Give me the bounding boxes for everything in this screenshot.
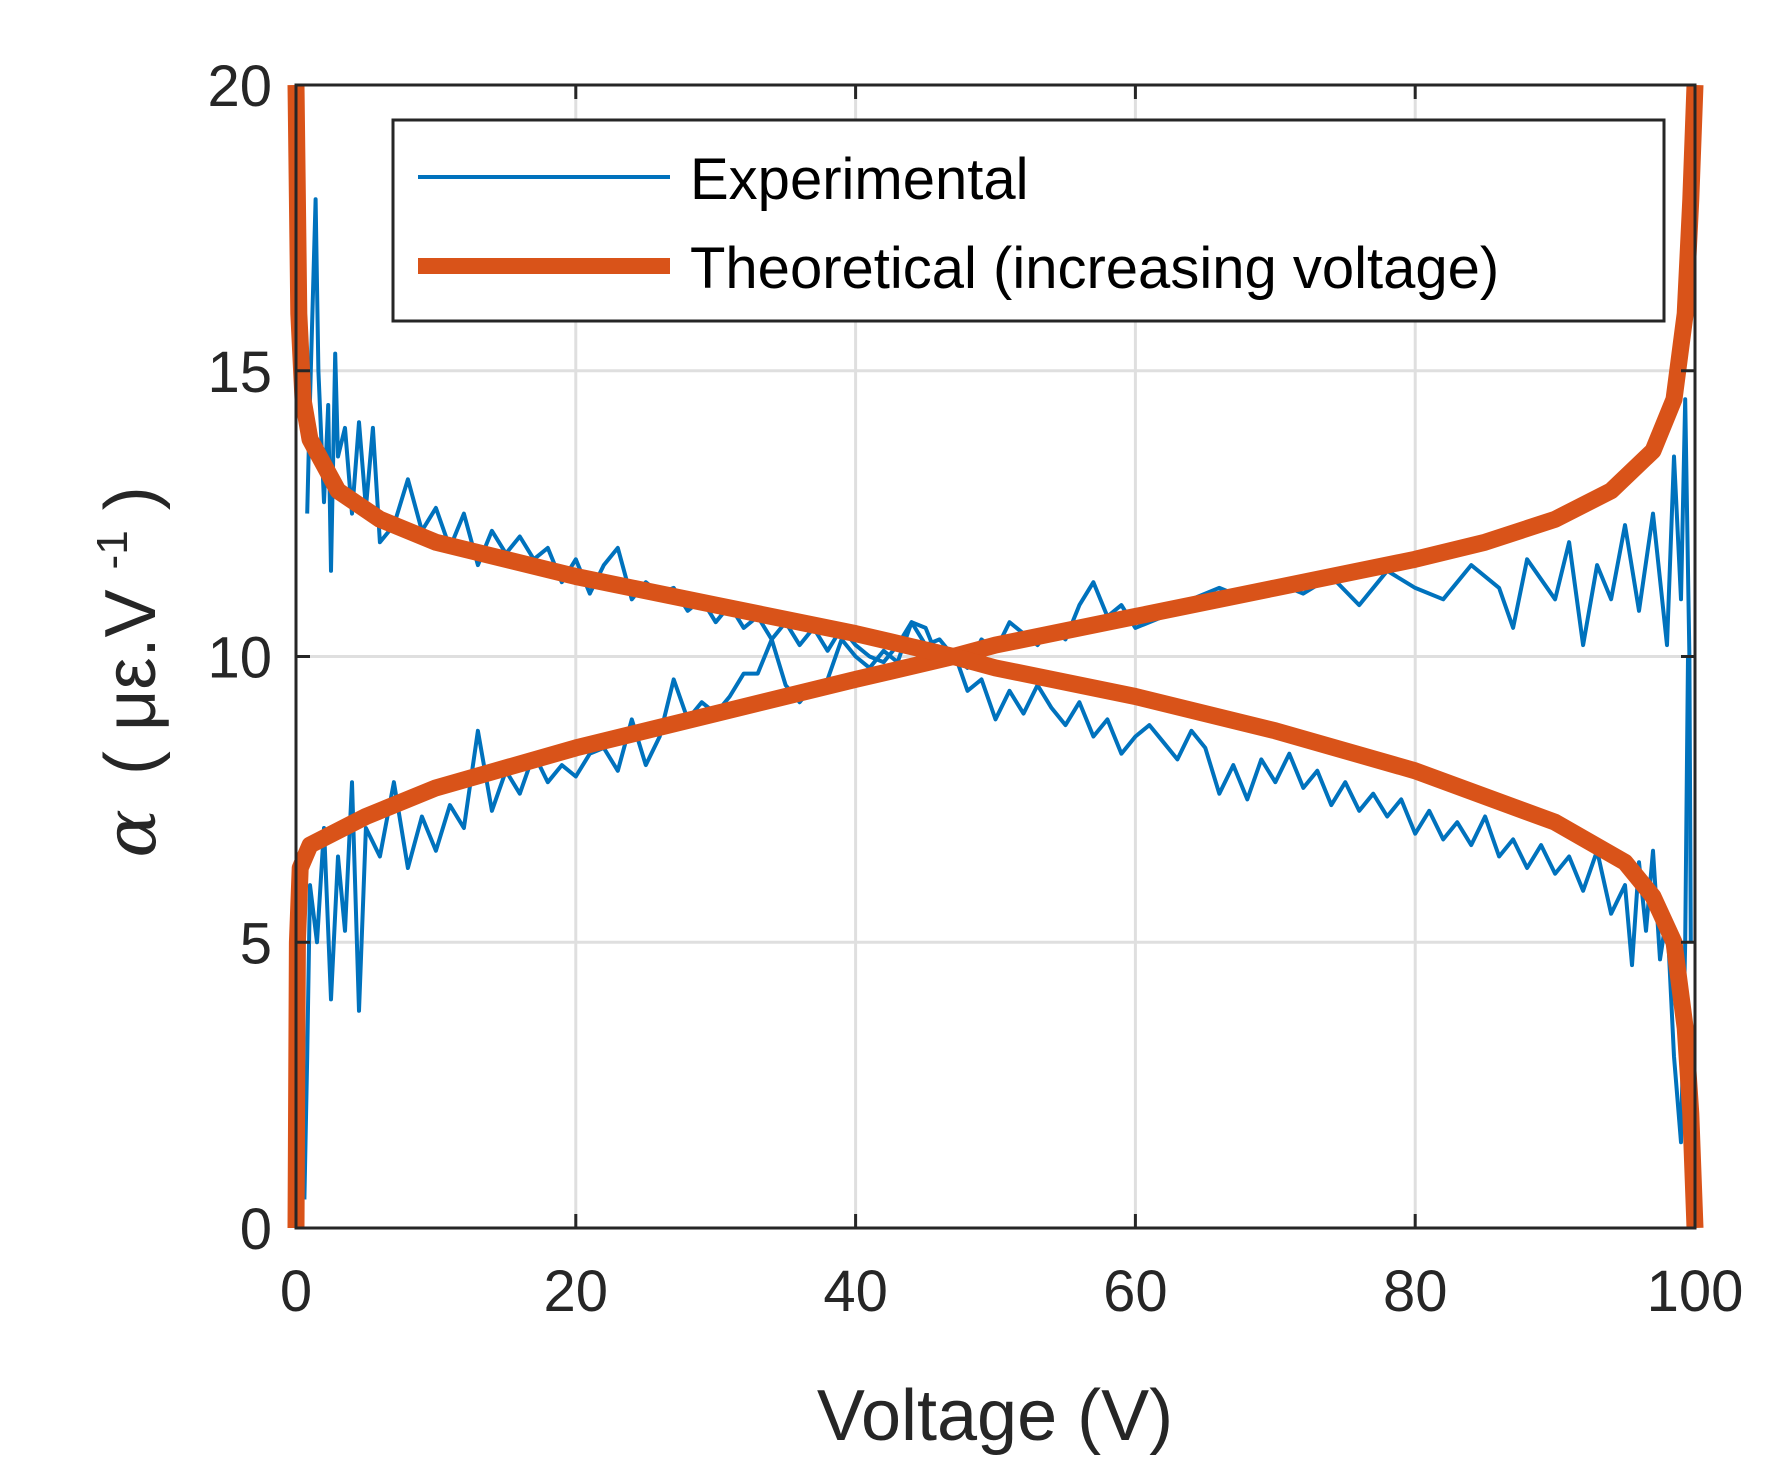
legend: Experimental Theoretical (increasing vol…: [391, 118, 1666, 323]
x-tick-label: 60: [1103, 1259, 1168, 1324]
y-tick-label: 0: [240, 1197, 272, 1262]
theoretical-line: [287, 84, 1704, 1229]
plot-lines: [287, 84, 1704, 1229]
legend-box: [391, 118, 1666, 323]
y-tick-label: 20: [207, 54, 272, 119]
x-tick-label: 40: [823, 1259, 888, 1324]
x-tick-label: 20: [544, 1259, 609, 1324]
x-tick-label: 80: [1383, 1259, 1448, 1324]
y-axis-label: α ( με.V -1 ): [63, 486, 172, 857]
y-axis-label-symbol: α: [88, 809, 172, 858]
x-tick-label: 100: [1647, 1259, 1744, 1324]
y-axis-label-close: ): [91, 486, 171, 510]
plot-frame: [294, 83, 1697, 1230]
experimental-line: [302, 397, 1693, 1200]
y-tick-label: 10: [207, 626, 272, 691]
theoretical-line: [287, 84, 1704, 1229]
y-axis-label-unit: με.V: [91, 589, 171, 731]
x-axis-label: Voltage (V): [817, 1376, 1173, 1456]
y-axis-label-exponent: -1: [88, 530, 137, 569]
tick-labels: 0 20 40 60 80 100 0 5 10 15 20: [207, 54, 1743, 1324]
legend-label-experimental: Experimental: [690, 147, 1028, 212]
y-tick-label: 15: [207, 340, 272, 405]
y-axis-label-open: (: [91, 751, 171, 775]
axes: [294, 83, 1697, 1230]
x-tick-label: 0: [280, 1259, 312, 1324]
legend-label-theoretical: Theoretical (increasing voltage): [690, 236, 1499, 301]
y-tick-label: 5: [240, 911, 272, 976]
